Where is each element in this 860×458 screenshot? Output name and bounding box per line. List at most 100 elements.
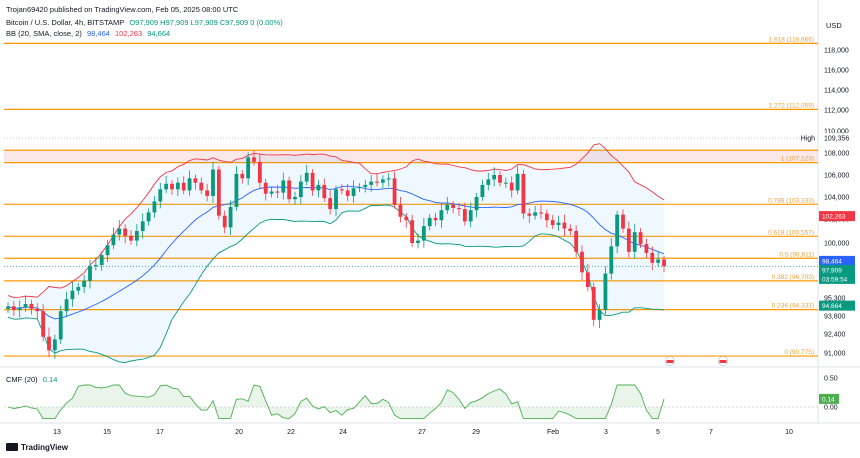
cmf-tick-label: 0.00 bbox=[824, 405, 838, 412]
candle-body bbox=[164, 183, 169, 190]
candle-body bbox=[76, 287, 81, 291]
time-tick-label: 15 bbox=[103, 429, 111, 436]
candle-body bbox=[439, 210, 444, 221]
fib-level-label: 0.382 (96,703) bbox=[772, 274, 814, 281]
candle-body bbox=[626, 228, 631, 252]
candle-body bbox=[287, 180, 292, 200]
publish-info: Trojan69420 published on TradingView.com… bbox=[6, 5, 239, 14]
price-tag-text: 98,464 bbox=[822, 258, 842, 265]
bb-legend: BB (20, SMA, close, 2) 98,464 102,263 94… bbox=[6, 29, 173, 38]
candle-body bbox=[509, 182, 514, 191]
candle-body bbox=[328, 198, 333, 210]
bb-upper-value: 102,263 bbox=[115, 29, 143, 38]
candle-body bbox=[193, 178, 198, 183]
candle-body bbox=[609, 246, 614, 274]
candle-body bbox=[199, 182, 204, 191]
candle-body bbox=[591, 287, 596, 320]
candle-body bbox=[486, 179, 491, 185]
candle-body bbox=[310, 172, 315, 191]
cmf-value: 0.14 bbox=[42, 375, 58, 384]
price-tag-text: 03:59:54 bbox=[822, 276, 848, 283]
candle-body bbox=[357, 187, 362, 189]
price-tick-label: 112,000 bbox=[824, 108, 849, 115]
candle-body bbox=[375, 181, 379, 183]
candle-body bbox=[503, 182, 508, 184]
ohlc-values: O97,909 H97,909 L97,909 C97,909 0 (0.00%… bbox=[129, 18, 283, 27]
candle-body bbox=[234, 173, 239, 207]
candle-body bbox=[574, 231, 579, 252]
candle-body bbox=[568, 228, 573, 231]
price-tag-text: 97,909 bbox=[822, 267, 842, 274]
time-tick-label: 5 bbox=[656, 429, 660, 436]
price-tag-text: 102,263 bbox=[822, 214, 846, 221]
candle-body bbox=[99, 255, 104, 265]
candle-body bbox=[175, 182, 180, 190]
candle-body bbox=[29, 304, 34, 309]
candle-body bbox=[123, 228, 128, 236]
price-tag-text: 94,664 bbox=[822, 303, 842, 310]
candle-body bbox=[322, 184, 327, 199]
candle-body bbox=[462, 209, 467, 222]
candle-body bbox=[111, 234, 116, 246]
candle-body bbox=[293, 197, 297, 200]
bb-fill bbox=[8, 143, 664, 363]
candle-body bbox=[152, 201, 157, 213]
candle-body bbox=[468, 210, 473, 222]
candle-body bbox=[41, 311, 46, 337]
cmf-value-tag bbox=[819, 393, 839, 404]
cmf-legend: CMF (20) 0.14 bbox=[6, 375, 60, 384]
price-tag-bg bbox=[819, 255, 855, 266]
price-tick-label: 116,000 bbox=[824, 68, 849, 75]
bb-upper-line bbox=[7, 143, 665, 298]
candle-body bbox=[603, 273, 608, 310]
cmf-tick-label: 0.50 bbox=[824, 376, 838, 383]
candle-body bbox=[170, 183, 174, 190]
high-value-bg bbox=[819, 133, 855, 144]
bb-lower-value: 94,664 bbox=[147, 29, 171, 38]
time-tick-label: 20 bbox=[235, 429, 243, 436]
time-tick-label: 24 bbox=[339, 429, 347, 436]
cmf-label: CMF (20) bbox=[6, 375, 38, 384]
candle-body bbox=[17, 307, 22, 310]
candle-body bbox=[35, 308, 40, 312]
fib-level-label: 0.786 (103,333) bbox=[768, 197, 814, 204]
price-tick-label: 100,000 bbox=[824, 241, 849, 248]
candle-body bbox=[117, 228, 122, 235]
price-tick-label: 114,000 bbox=[824, 88, 849, 95]
candle-body bbox=[550, 220, 555, 225]
candle-body bbox=[380, 179, 385, 183]
candle-body bbox=[228, 206, 233, 228]
price-tick-label: 110,000 bbox=[824, 129, 849, 136]
price-tick-label: 104,000 bbox=[824, 195, 849, 202]
candle-body bbox=[656, 259, 661, 263]
candles bbox=[6, 150, 666, 359]
candle-body bbox=[562, 222, 567, 229]
event-flag-stripe bbox=[719, 360, 727, 363]
price-tick-label: 91,000 bbox=[824, 351, 846, 358]
bb-label: BB (20, SMA, close, 2) bbox=[6, 29, 82, 38]
candle-body bbox=[638, 232, 643, 245]
fib-level-label: 0 (90,775) bbox=[784, 349, 814, 356]
candle-body bbox=[82, 280, 87, 287]
candle-body bbox=[544, 213, 549, 221]
candle-body bbox=[632, 232, 637, 252]
candle-body bbox=[281, 180, 286, 193]
candle-body bbox=[158, 189, 163, 202]
candle-body bbox=[398, 204, 403, 217]
candle-body bbox=[410, 220, 415, 243]
symbol-legend: Bitcoin / U.S. Dollar, 4h, BITSTAMP O97,… bbox=[6, 18, 286, 27]
candle-body bbox=[316, 184, 321, 191]
candle-body bbox=[498, 175, 502, 183]
fib-level-label: 1.272 (112,059) bbox=[769, 102, 814, 109]
fib-retracement: 1.618 (118,666) 1.272 (112,059) 1 (107,123… bbox=[4, 36, 818, 357]
time-tick-label: 13 bbox=[53, 429, 61, 436]
price-tick-label: 118,000 bbox=[824, 48, 849, 55]
candle-body bbox=[597, 310, 602, 320]
candle-body bbox=[298, 181, 303, 197]
fib-level-label: 1.618 (118,666) bbox=[769, 36, 814, 43]
candle-body bbox=[140, 221, 145, 231]
price-tick-label: 93,800 bbox=[824, 314, 846, 321]
candle-body bbox=[644, 244, 649, 253]
price-tag-bg bbox=[819, 211, 855, 222]
